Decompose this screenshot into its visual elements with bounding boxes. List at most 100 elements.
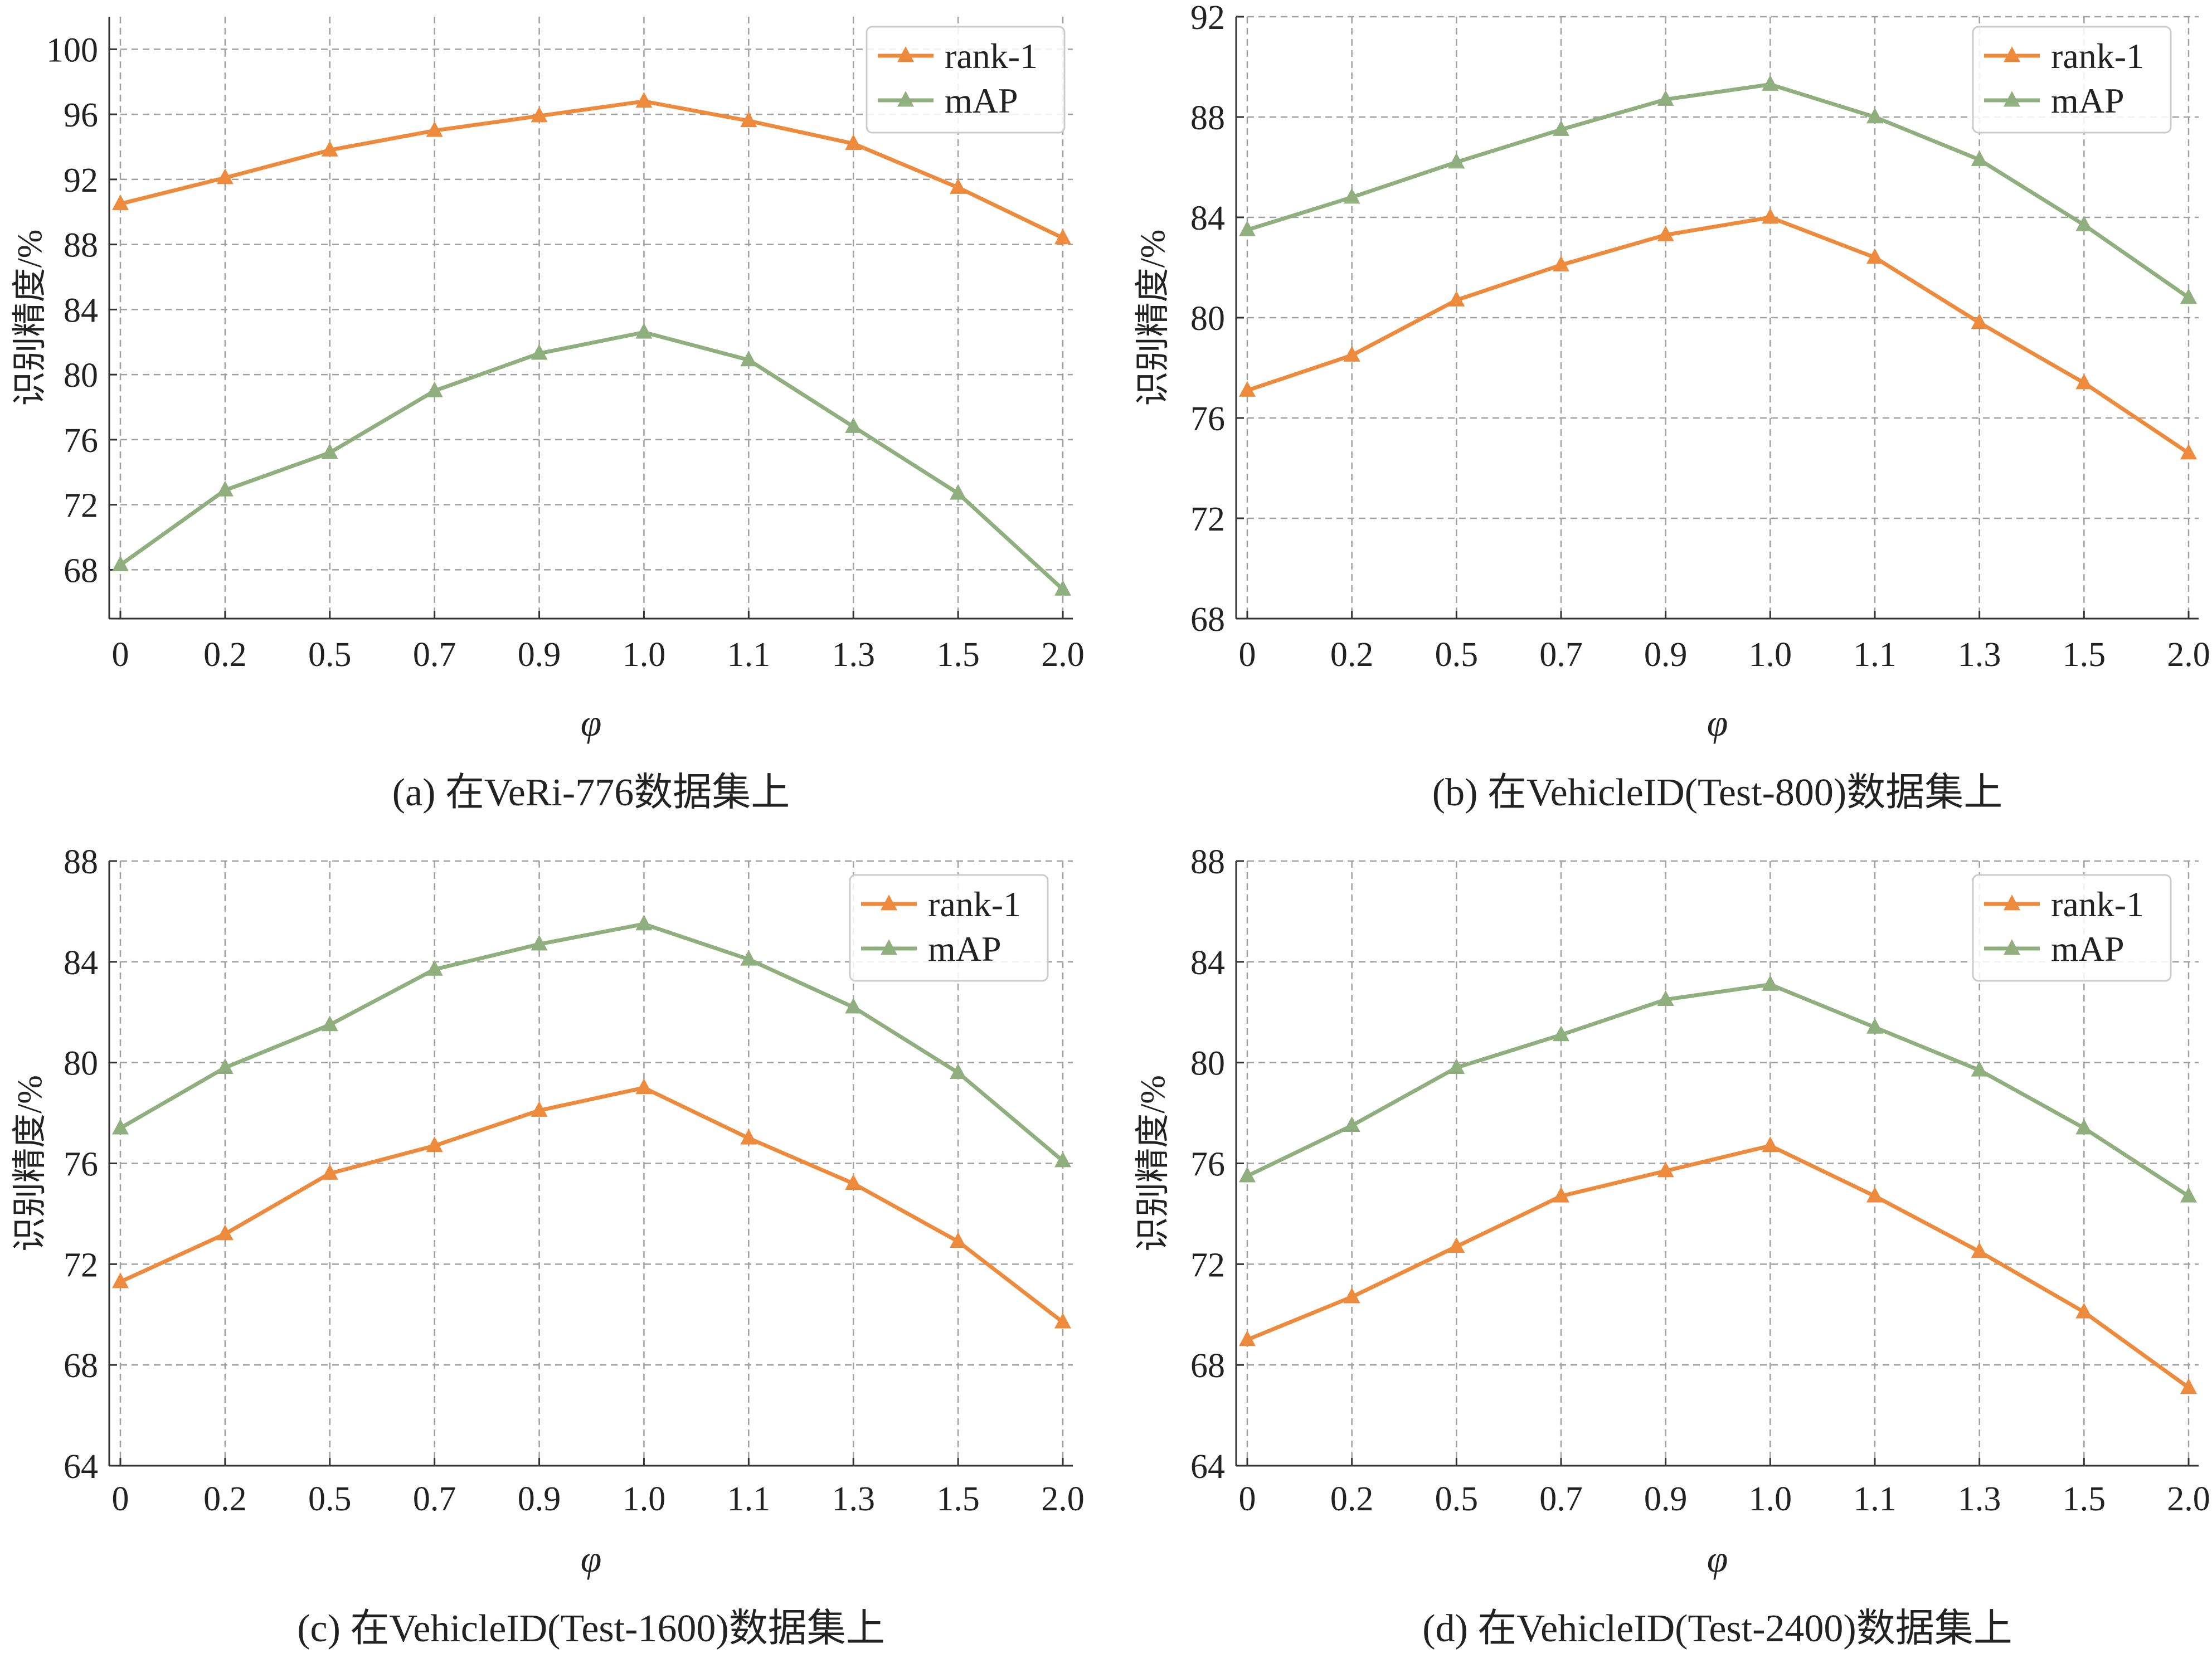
- data-point-marker: [1553, 1025, 1569, 1042]
- legend-marker: [2004, 894, 2020, 911]
- x-axis-title: φ: [1707, 1538, 1728, 1580]
- y-tick-label: 84: [64, 944, 98, 982]
- x-tick-label: 2.0: [2167, 636, 2210, 674]
- x-tick-label: 0.2: [203, 1480, 247, 1518]
- data-point-marker: [1553, 1187, 1569, 1203]
- data-point-marker: [1866, 1187, 1883, 1203]
- x-tick-label: 1.3: [1958, 1480, 2001, 1518]
- data-point-marker: [321, 1015, 338, 1032]
- data-point-marker: [1866, 1018, 1883, 1034]
- data-point-marker: [1971, 1242, 1988, 1258]
- data-point-marker: [2180, 444, 2197, 460]
- y-tick-label: 72: [1190, 1246, 1225, 1284]
- data-point-marker: [1239, 1166, 1256, 1183]
- data-point-marker: [635, 915, 653, 931]
- data-point-marker: [216, 168, 234, 184]
- data-point-marker: [112, 194, 129, 211]
- data-point-marker: [426, 121, 443, 137]
- y-axis-title: 识别精度/%: [11, 1075, 49, 1252]
- panel-caption: (a) 在VeRi-776数据集上: [392, 771, 790, 814]
- x-tick-label: 0.5: [308, 636, 352, 674]
- x-tick-label: 0.9: [1644, 636, 1688, 674]
- data-point-marker: [426, 1136, 443, 1153]
- panel-caption: (d) 在VehicleID(Test-2400)数据集上: [1422, 1607, 2012, 1650]
- x-tick-label: 1.1: [727, 1480, 771, 1518]
- x-axis-title: φ: [581, 1538, 602, 1580]
- data-point-marker: [531, 106, 548, 123]
- x-tick-label: 1.0: [1749, 1480, 1792, 1518]
- data-point-marker: [1343, 346, 1360, 362]
- y-axis-title: 识别精度/%: [1134, 230, 1172, 406]
- data-point-marker: [1239, 381, 1256, 397]
- y-tick-label: 76: [64, 1146, 98, 1184]
- data-point-marker: [2180, 1187, 2197, 1203]
- x-tick-label: 2.0: [1041, 636, 1085, 674]
- panel-caption: (b) 在VehicleID(Test-800)数据集上: [1432, 771, 2002, 814]
- data-point-marker: [531, 344, 548, 360]
- data-point-marker: [321, 443, 338, 459]
- y-tick-label: 84: [1190, 944, 1225, 982]
- data-point-marker: [1657, 90, 1674, 106]
- data-point-marker: [531, 935, 548, 951]
- data-point-marker: [845, 134, 862, 150]
- x-tick-label: 0: [112, 1480, 129, 1518]
- legend-label: mAP: [2051, 929, 2125, 969]
- series-line-mAP: [119, 330, 1064, 591]
- legend-marker: [2004, 91, 2020, 107]
- y-tick-label: 88: [64, 227, 98, 265]
- y-tick-label: 84: [1190, 200, 1225, 237]
- series-line-mAP: [1246, 82, 2190, 299]
- x-tick-label: 0.5: [1435, 636, 1479, 674]
- data-point-marker: [426, 960, 443, 976]
- x-tick-label: 0.7: [1539, 636, 1583, 674]
- x-tick-label: 0.9: [1644, 1480, 1688, 1518]
- x-tick-label: 0.5: [308, 1480, 352, 1518]
- x-tick-label: 1.5: [2063, 1480, 2106, 1518]
- x-axis-title: φ: [581, 702, 602, 744]
- legend-label: rank-1: [928, 884, 1021, 924]
- y-tick-label: 88: [1190, 99, 1225, 137]
- x-tick-label: 1.5: [2063, 636, 2106, 674]
- data-point-marker: [1553, 120, 1569, 136]
- series-line-mAP: [1246, 983, 2190, 1198]
- data-point-marker: [635, 323, 653, 339]
- legend-box: [1972, 26, 2172, 134]
- y-tick-label: 76: [1190, 1146, 1225, 1184]
- data-point-marker: [1971, 313, 1988, 329]
- x-tick-label: 0.2: [1330, 1480, 1374, 1518]
- data-point-marker: [1054, 1151, 1071, 1168]
- y-tick-label: 100: [46, 31, 98, 69]
- y-tick-label: 72: [64, 487, 98, 525]
- x-tick-label: 1.5: [936, 1480, 980, 1518]
- y-tick-label: 80: [64, 357, 98, 395]
- data-point-marker: [1762, 975, 1779, 991]
- data-point-marker: [216, 480, 234, 497]
- data-point-marker: [2075, 1119, 2093, 1135]
- data-point-marker: [1239, 220, 1256, 236]
- legend-label: mAP: [2051, 81, 2125, 120]
- y-tick-label: 84: [64, 291, 98, 329]
- x-tick-label: 1.1: [727, 636, 771, 674]
- x-tick-label: 0: [1239, 636, 1256, 674]
- x-tick-label: 0.2: [1330, 636, 1374, 674]
- y-tick-label: 68: [1190, 1347, 1225, 1385]
- data-point-marker: [1448, 153, 1465, 169]
- data-point-marker: [1553, 255, 1569, 271]
- data-point-marker: [1866, 248, 1883, 264]
- chart-panel-a: 68 72 76 80 84 88 92 96 100 0 0.2 0.5 0.7 0.9 1.0 1.1 1.…: [11, 17, 1085, 814]
- data-point-marker: [2180, 288, 2197, 304]
- data-point-marker: [1448, 1058, 1465, 1074]
- x-tick-label: 0.7: [413, 636, 456, 674]
- legend-marker: [897, 91, 914, 107]
- series-line-rank-1: [119, 1086, 1064, 1324]
- data-point-marker: [950, 484, 967, 500]
- data-point-marker: [950, 178, 967, 194]
- legend-marker: [897, 46, 914, 62]
- y-tick-label: 68: [64, 1347, 98, 1385]
- data-point-marker: [740, 950, 757, 966]
- x-tick-label: 1.0: [1749, 636, 1792, 674]
- legend-marker: [2004, 939, 2020, 955]
- legend-box: [1972, 874, 2172, 982]
- data-point-marker: [216, 1224, 234, 1241]
- y-tick-label: 64: [1190, 1448, 1225, 1486]
